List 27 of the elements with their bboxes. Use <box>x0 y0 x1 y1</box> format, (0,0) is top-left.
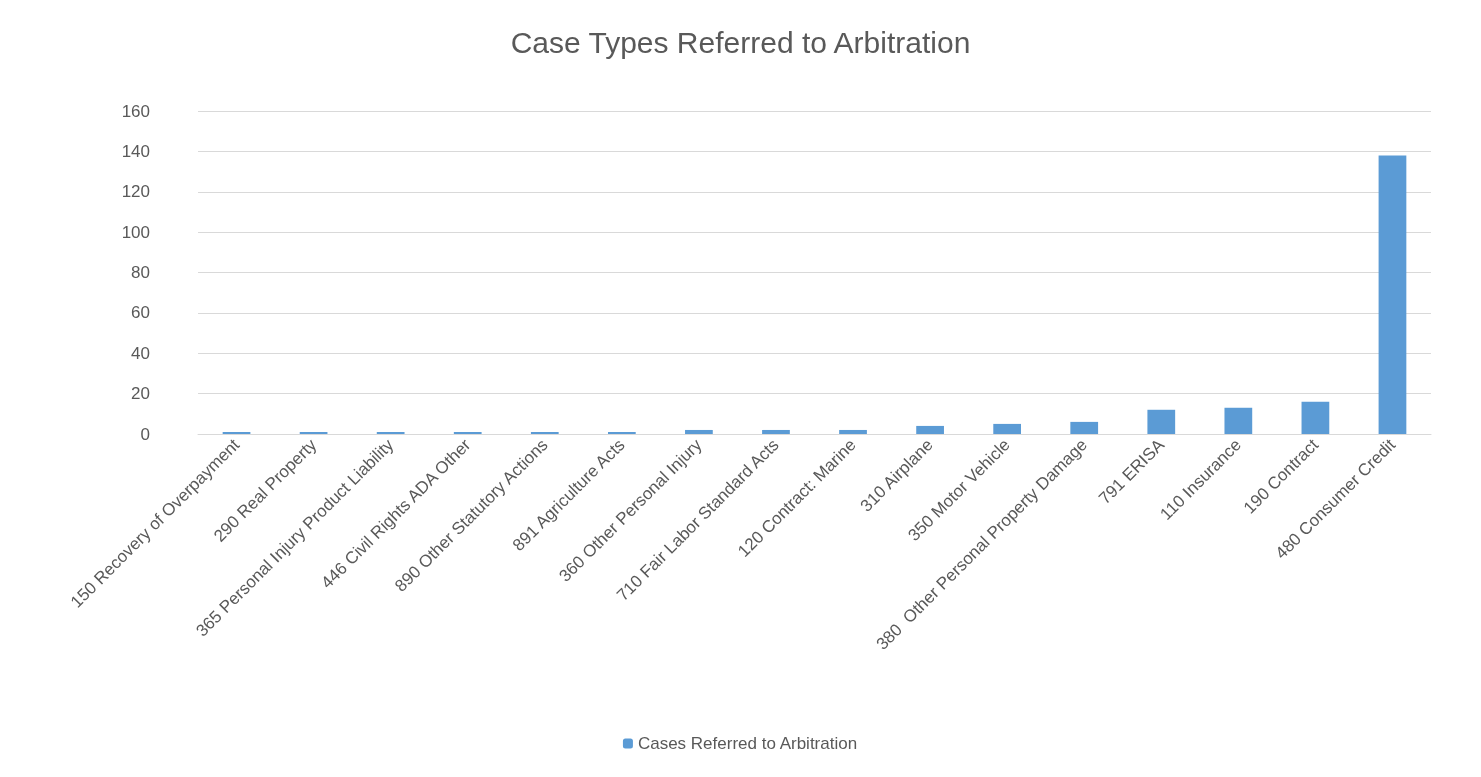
bar <box>839 429 867 434</box>
bar <box>762 429 790 434</box>
y-tick-label: 100 <box>121 222 150 242</box>
y-tick-label: 160 <box>121 101 150 121</box>
bar <box>222 431 251 434</box>
bar <box>530 431 559 434</box>
y-tick-label: 0 <box>140 424 150 444</box>
y-tick-label: 140 <box>121 141 150 161</box>
bar <box>916 425 944 434</box>
bar <box>1301 401 1330 434</box>
bar <box>1147 409 1176 434</box>
bar <box>993 423 1022 434</box>
y-tick-label: 80 <box>131 263 150 282</box>
chart-title: Case Types Referred to Arbitration <box>510 25 971 59</box>
bar <box>607 431 636 434</box>
bar <box>299 431 328 434</box>
y-tick-label: 60 <box>131 303 150 323</box>
bar <box>376 431 405 434</box>
bar <box>1070 421 1099 434</box>
bar <box>685 429 713 434</box>
bar <box>1224 407 1253 434</box>
bar <box>453 431 482 434</box>
legend-label: Cases Referred to Arbitration <box>637 734 858 753</box>
y-tick-label: 40 <box>131 343 150 363</box>
y-tick-label: 120 <box>121 182 150 202</box>
y-tick-label: 20 <box>131 384 150 404</box>
bar <box>1378 155 1407 434</box>
